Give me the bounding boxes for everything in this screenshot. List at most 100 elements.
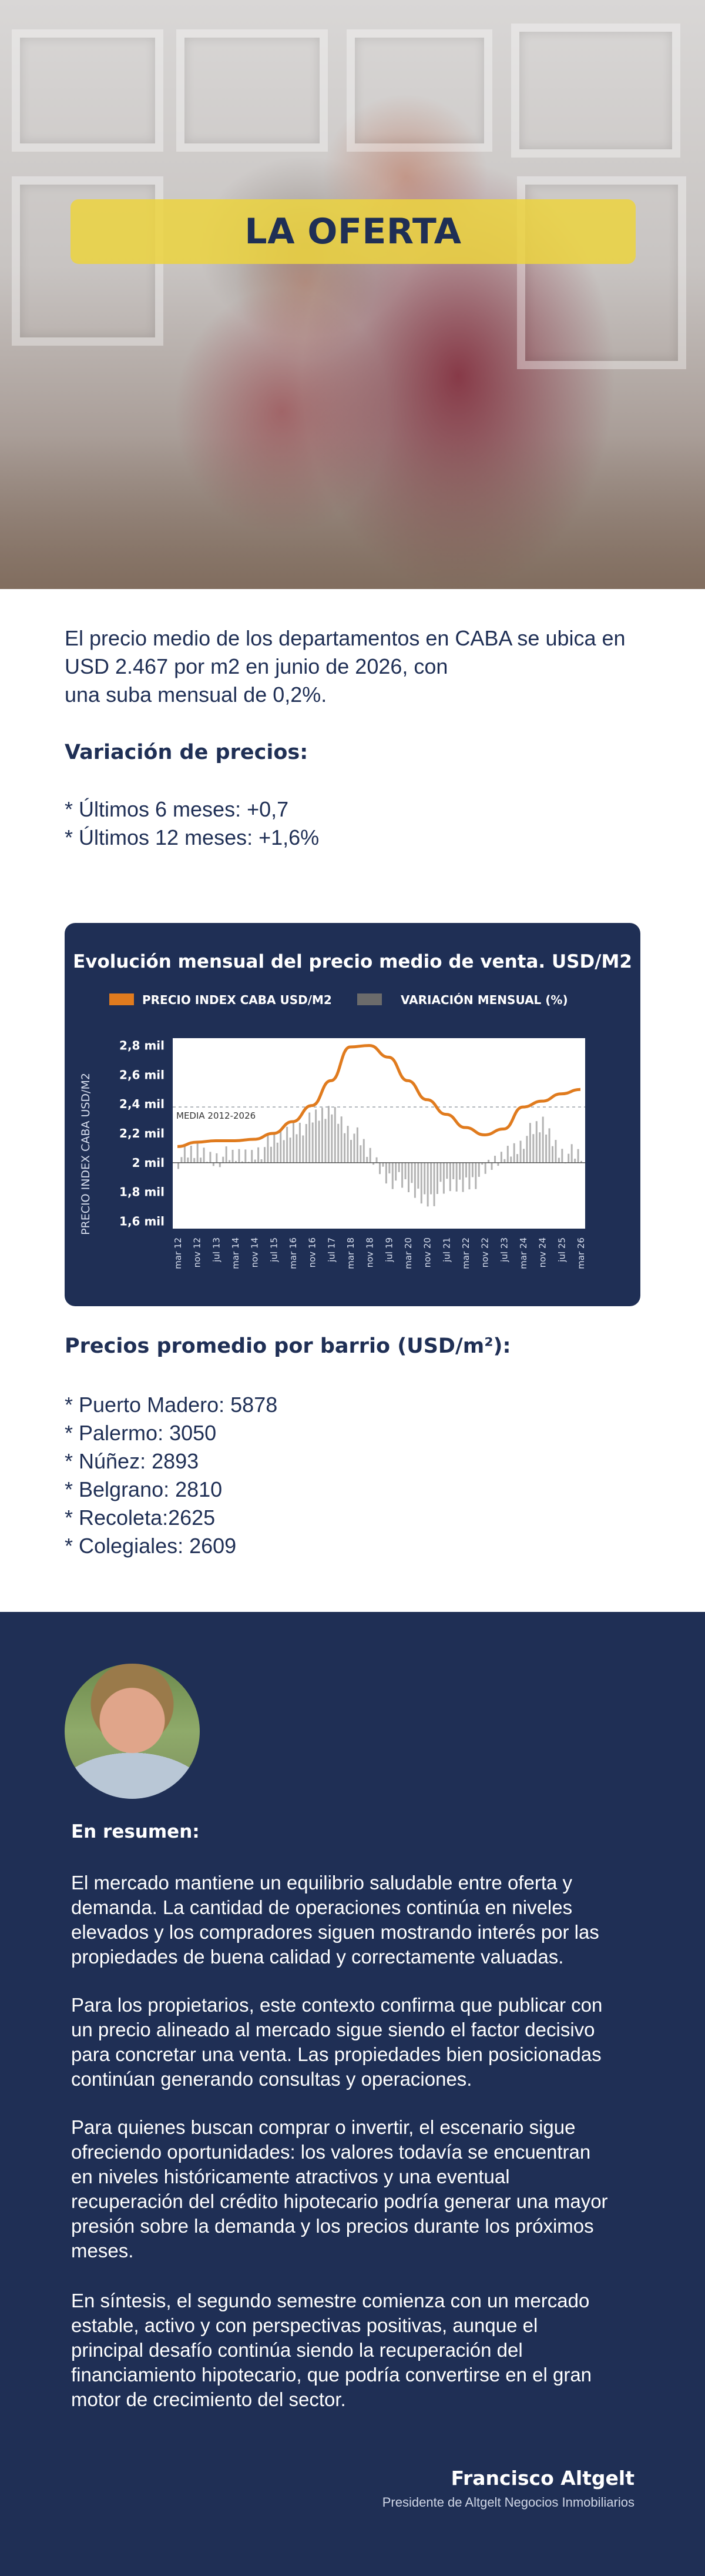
summary-line: ofreciendo oportunidades: los valores to… <box>71 2141 591 2163</box>
summary-line: en niveles históricamente atractivos y u… <box>71 2166 510 2187</box>
x-tick-label: jul 13 <box>211 1237 221 1263</box>
summary-line: El mercado mantiene un equilibrio saluda… <box>71 1872 573 1893</box>
variation-bar <box>331 1114 333 1163</box>
variation-bar <box>510 1156 512 1163</box>
variation-bar <box>289 1138 291 1163</box>
summary-line: demanda. La cantidad de operaciones cont… <box>71 1896 573 1918</box>
variation-bar <box>327 1106 330 1163</box>
variation-bar <box>251 1150 253 1163</box>
variation-bar <box>298 1122 301 1163</box>
variation-bar <box>471 1162 474 1177</box>
variation-bar <box>311 1122 314 1163</box>
intro-line: El precio medio de los departamentos en … <box>65 626 626 650</box>
x-tick-label: nov 14 <box>250 1237 260 1267</box>
variation-bar <box>273 1132 276 1163</box>
variation-heading: Variación de precios: <box>65 741 308 764</box>
summary-line: financiamiento hipotecario, que podría c… <box>71 2364 592 2386</box>
variation-bar <box>280 1129 282 1163</box>
variation-bar <box>488 1159 490 1163</box>
variation-bar <box>408 1162 409 1193</box>
barrio-item: * Recoleta:2625 <box>65 1506 216 1530</box>
x-tick-label: nov 16 <box>307 1237 318 1267</box>
variation-bar <box>324 1119 327 1163</box>
variation-bar <box>398 1162 400 1172</box>
summary-line: motor de crecimiento del sector. <box>71 2388 346 2410</box>
variation-bar <box>353 1133 355 1163</box>
variation-bar <box>455 1162 458 1192</box>
variation-bar <box>219 1162 221 1167</box>
variation-bar <box>203 1148 205 1163</box>
variation-bar <box>523 1149 525 1163</box>
y-tick-label: 2 mil <box>132 1156 164 1170</box>
hero-title-banner: LA OFERTA <box>70 199 636 264</box>
summary-line: propiedades de buena calidad y correctam… <box>71 1946 564 1968</box>
x-tick-label: mar 16 <box>288 1237 298 1269</box>
variation-bar <box>558 1157 560 1163</box>
price-chart-card: Evolución mensual del precio medio de ve… <box>65 923 640 1306</box>
barrio-item: * Colegiales: 2609 <box>65 1534 237 1558</box>
summary-paragraph-4: En síntesis, el segundo semestre comienz… <box>71 2289 635 2412</box>
variation-bar <box>539 1132 541 1163</box>
x-tick-label: jul 25 <box>556 1237 567 1263</box>
variation-bar <box>430 1162 432 1195</box>
variation-bar <box>231 1149 234 1163</box>
variation-bar <box>385 1162 387 1184</box>
variation-bar <box>468 1162 471 1190</box>
price-chart: Evolución mensual del precio medio de ve… <box>73 951 632 1269</box>
variation-bar <box>334 1107 336 1163</box>
variation-bar <box>395 1162 397 1181</box>
variation-bar <box>302 1135 304 1163</box>
variation-bar <box>180 1157 183 1163</box>
variation-section: Variación de precios: <box>65 741 646 764</box>
variation-bar <box>424 1162 426 1195</box>
variation-bar <box>478 1162 480 1177</box>
x-tick-label: nov 22 <box>480 1237 491 1267</box>
intro-text: El precio medio de los departamentos en … <box>65 624 646 709</box>
variation-bar <box>193 1157 196 1163</box>
variation-bar <box>229 1160 231 1163</box>
variation-bar <box>516 1154 519 1163</box>
variation-bar <box>449 1162 451 1192</box>
variation-bar <box>420 1162 422 1204</box>
variation-bar <box>548 1128 550 1163</box>
variation-bar <box>382 1162 384 1167</box>
x-tick-label: jul 23 <box>499 1237 509 1263</box>
variation-bar <box>344 1133 346 1163</box>
variation-bar <box>216 1153 218 1163</box>
x-tick-label: nov 24 <box>538 1237 548 1267</box>
summary-line: un precio alineado al mercado sigue sien… <box>71 2019 595 2040</box>
variation-bar <box>315 1109 317 1163</box>
y-tick-label: 1,8 mil <box>119 1185 164 1199</box>
y-tick-label: 2,8 mil <box>119 1038 164 1052</box>
variation-bar <box>532 1134 535 1163</box>
variation-bar <box>379 1162 381 1175</box>
variation-bar <box>241 1161 243 1163</box>
variation-bar <box>388 1162 391 1174</box>
variation-bar <box>475 1162 477 1189</box>
variation-bar <box>574 1159 576 1163</box>
x-tick-label: jul 15 <box>268 1237 279 1263</box>
variation-bar <box>286 1126 288 1163</box>
x-tick-label: mar 20 <box>403 1237 414 1269</box>
legend-label-price: PRECIO INDEX CABA USD/M2 <box>142 993 332 1007</box>
hero-title: LA OFERTA <box>244 211 462 252</box>
variation-bar <box>350 1140 352 1163</box>
variation-bar <box>372 1162 375 1165</box>
x-tick-label: jul 21 <box>441 1237 452 1263</box>
y-tick-label: 2,2 mil <box>119 1126 164 1140</box>
variation-bar <box>414 1162 416 1198</box>
variation-bar <box>366 1156 368 1163</box>
summary-line: meses. <box>71 2240 134 2261</box>
variation-bar <box>375 1157 378 1163</box>
summary-paragraph-1: El mercado mantiene un equilibrio saluda… <box>71 1871 635 1969</box>
variation-bar <box>535 1121 538 1163</box>
variation-bar <box>506 1146 509 1163</box>
variation-bar <box>462 1162 464 1192</box>
summary-paragraph-3: Para quienes buscan comprar o invertir, … <box>71 2115 635 2263</box>
variation-bar <box>206 1162 208 1163</box>
variation-bar <box>484 1162 486 1174</box>
variation-bar <box>283 1140 285 1163</box>
variation-bar <box>183 1145 186 1163</box>
x-tick-label: nov 20 <box>422 1237 433 1267</box>
variation-bar <box>212 1162 214 1166</box>
